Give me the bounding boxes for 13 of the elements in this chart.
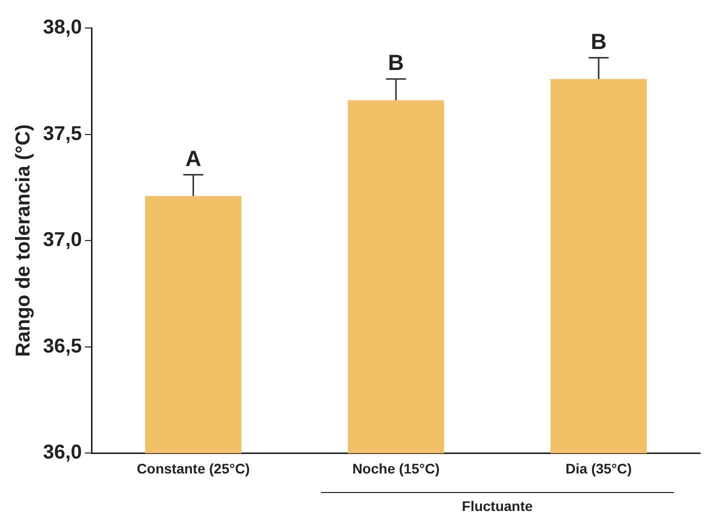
y-tick-label: 37,5	[42, 122, 82, 145]
x-tick-label: Constante (25°C)	[136, 460, 250, 476]
y-tick-label: 36,5	[42, 335, 82, 358]
x-tick-label: Dia (35°C)	[566, 460, 632, 476]
y-tick-label: 38,0	[42, 16, 82, 39]
x-tick-label: Noche (15°C)	[352, 460, 440, 476]
annotation: B	[388, 50, 404, 76]
y-tick-label: 37,0	[42, 229, 82, 252]
y-tick-label: 36,0	[42, 442, 82, 464]
y-axis-title: Rango de tolerancia (°C)	[12, 124, 35, 357]
text: Fluctuante	[462, 498, 533, 514]
annotation: A	[185, 146, 202, 171]
annotation: B	[590, 28, 607, 54]
